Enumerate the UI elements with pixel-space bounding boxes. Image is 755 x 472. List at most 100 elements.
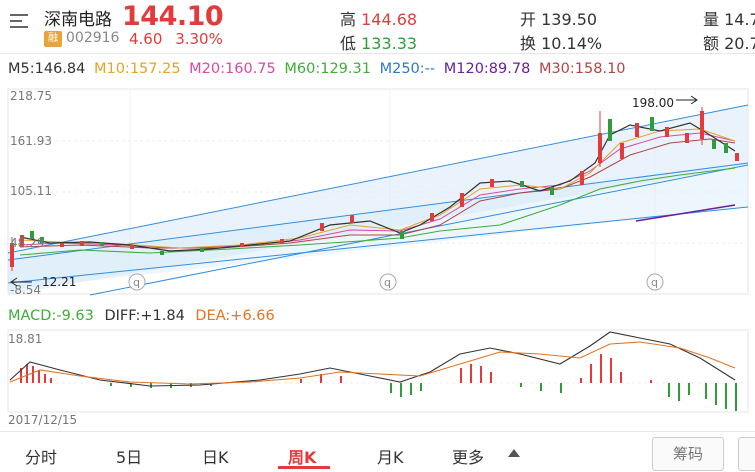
- candle: [60, 243, 64, 247]
- candle: [400, 231, 404, 239]
- macd-frame: [7, 329, 749, 413]
- open-value: 139.50: [541, 10, 598, 29]
- macd-value: MACD:-9.63: [8, 308, 94, 324]
- change-value: 4.60: [129, 30, 163, 48]
- arrow-left-icon: [10, 277, 32, 287]
- ma250: M250:--: [379, 61, 436, 77]
- volume-value: 14.7: [724, 10, 755, 29]
- candle: [80, 241, 84, 246]
- q-circle-icon: q: [379, 273, 397, 291]
- change-percent: 3.30%: [175, 30, 223, 48]
- candle: [685, 133, 689, 143]
- current-price: 144.10: [122, 1, 224, 32]
- macd-y-top: 18.81: [8, 332, 42, 346]
- candle: [650, 117, 654, 131]
- candle: [635, 123, 639, 137]
- trend-channel-lower: [8, 163, 748, 290]
- dea-value: DEA:+6.66: [195, 308, 275, 324]
- candle: [40, 237, 44, 243]
- candle: [520, 181, 524, 187]
- caret-up-icon[interactable]: [508, 449, 520, 457]
- tab-weekly-k[interactable]: 周K: [288, 448, 317, 467]
- svg-text:q: q: [384, 276, 391, 289]
- candle: [460, 193, 464, 207]
- candle: [620, 143, 624, 159]
- tab-daily-k[interactable]: 日K: [202, 448, 229, 467]
- quote-open: 开 139.50: [520, 6, 597, 30]
- quote-high: 高 144.68: [340, 6, 417, 30]
- stock-code: 002916: [66, 30, 120, 46]
- turnover-value: 10.14%: [541, 34, 603, 53]
- candle: [130, 245, 134, 249]
- price-change: 4.60 3.30%: [129, 30, 223, 48]
- quote-amount: 额 20.7: [703, 30, 755, 54]
- arrow-right-icon: [676, 95, 698, 105]
- margin-badge: 融: [44, 31, 62, 47]
- candle: [608, 119, 612, 141]
- y-tick-2: 161.93: [10, 134, 52, 148]
- candle: [30, 231, 34, 239]
- quote-volume: 量 14.7: [703, 6, 755, 30]
- ma10-line: [19, 128, 736, 249]
- open-label: 开: [520, 10, 537, 29]
- candle: [100, 242, 104, 246]
- high-annotation: 198.00: [632, 96, 674, 110]
- ma5: M5:146.84: [8, 61, 86, 77]
- macd-date-start: 2017/12/15: [8, 413, 78, 427]
- candle: [490, 179, 494, 187]
- candles: [10, 107, 739, 271]
- svg-text:q: q: [133, 276, 140, 289]
- candle: [280, 239, 284, 244]
- kline-chart[interactable]: 218.75 161.93 105.11 48.29 -8.54 198.00 …: [0, 85, 755, 300]
- candle: [430, 213, 434, 221]
- extra-tool-button[interactable]: [738, 437, 755, 471]
- candle: [712, 139, 716, 149]
- tab-monthly-k[interactable]: 月K: [377, 448, 404, 467]
- candle: [580, 171, 584, 185]
- macd-legend: MACD:-9.63 DIFF:+1.84 DEA:+6.66: [8, 308, 275, 324]
- tab-intraday[interactable]: 分时: [25, 448, 58, 467]
- ma30: M30:158.10: [538, 61, 626, 77]
- high-label: 高: [340, 10, 357, 29]
- y-tick-5: -8.54: [10, 283, 41, 297]
- candle: [665, 127, 669, 137]
- quote-turnover: 换 10.14%: [520, 30, 602, 54]
- ma120-line: [635, 204, 736, 222]
- chip-distribution-button[interactable]: 筹码: [652, 437, 724, 471]
- channel-line: [7, 206, 749, 284]
- menu-icon[interactable]: [10, 12, 32, 30]
- channel-line: [7, 104, 749, 254]
- candle: [735, 153, 739, 161]
- candle: [724, 143, 728, 153]
- macd-chart[interactable]: 18.81: [0, 328, 755, 428]
- header-divider: [0, 53, 755, 54]
- tab-more[interactable]: 更多: [452, 448, 485, 467]
- turnover-label: 换: [520, 34, 537, 53]
- candle: [160, 251, 164, 255]
- q-circle-icon: q: [128, 273, 146, 291]
- volume-label: 量: [703, 10, 720, 29]
- candle: [200, 248, 204, 252]
- dea-line: [9, 341, 736, 385]
- amount-label: 额: [703, 34, 720, 53]
- tab-5day[interactable]: 5日: [116, 448, 143, 467]
- quote-low: 低 133.33: [340, 30, 417, 54]
- ma10: M10:157.25: [93, 61, 181, 77]
- low-value: 133.33: [361, 34, 418, 53]
- ma20: M20:160.75: [189, 61, 276, 77]
- candle: [550, 187, 554, 195]
- candle: [320, 223, 324, 231]
- candle: [240, 243, 244, 247]
- y-tick-1: 218.75: [10, 89, 52, 103]
- diff-value: DIFF:+1.84: [104, 308, 185, 324]
- y-tick-4: 48.29: [10, 236, 44, 250]
- ma60: M60:129.31: [284, 61, 371, 77]
- active-tab-indicator: [278, 466, 330, 469]
- ma120: M120:89.78: [443, 61, 531, 77]
- amount-value: 20.7: [724, 34, 755, 53]
- high-value: 144.68: [361, 10, 418, 29]
- macd-histogram: [20, 354, 737, 411]
- stock-name: 深南电路: [44, 10, 112, 30]
- low-label: 低: [340, 34, 357, 53]
- svg-text:q: q: [651, 276, 658, 289]
